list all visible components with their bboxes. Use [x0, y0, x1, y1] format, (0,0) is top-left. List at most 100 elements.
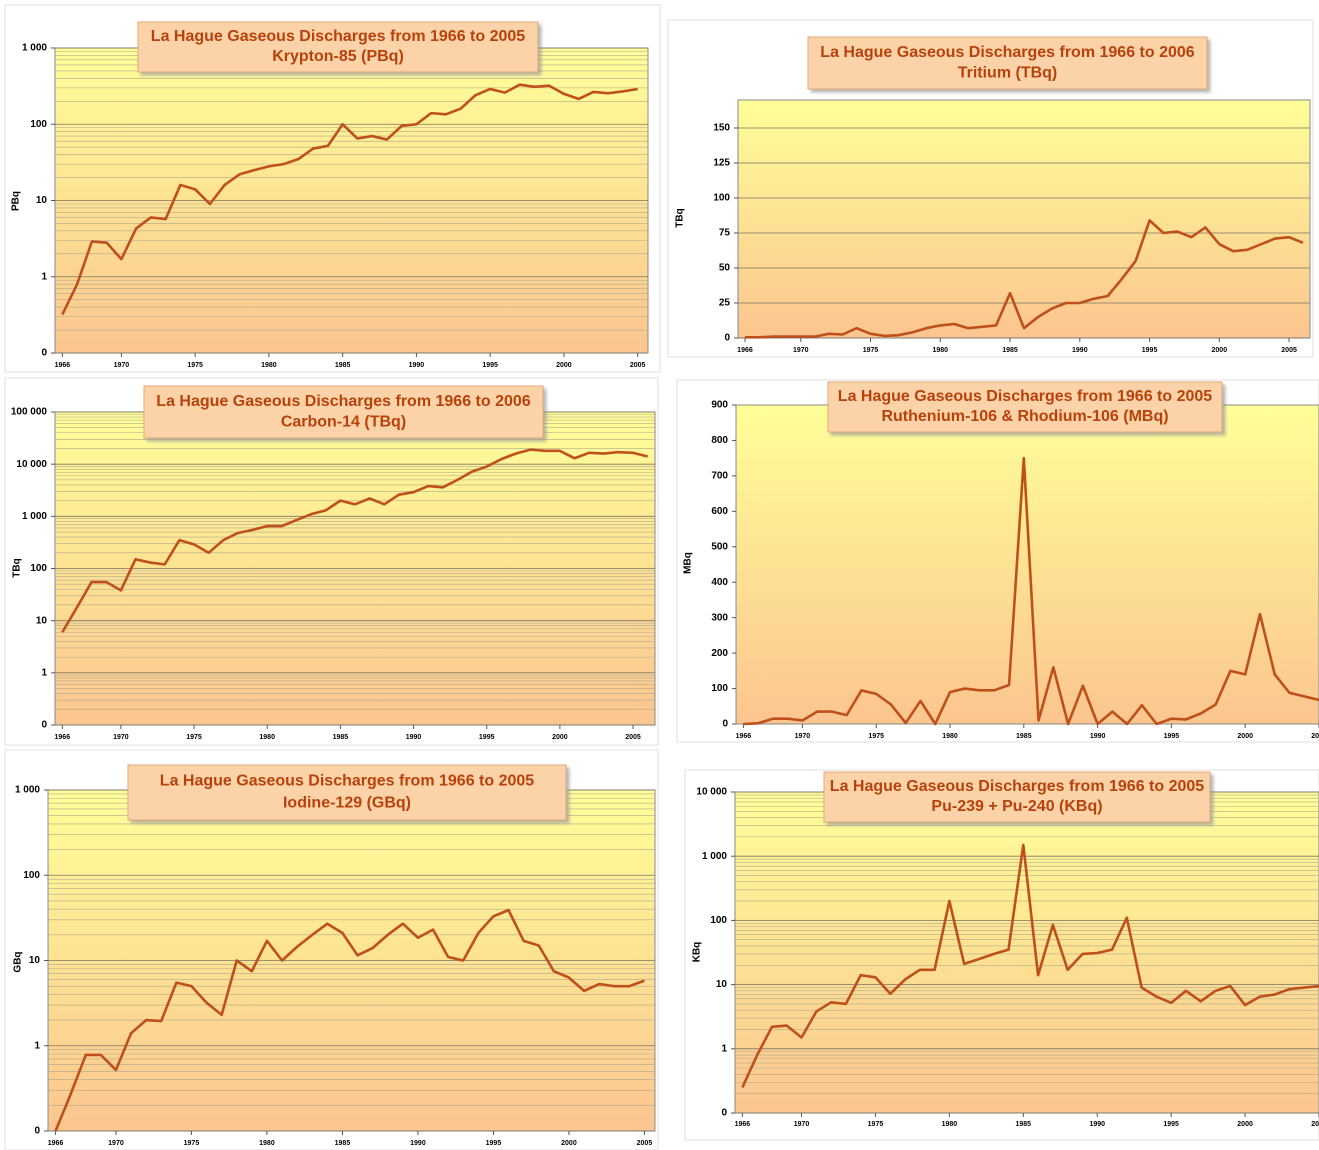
x-tick-label: 1980	[259, 1140, 275, 1147]
x-tick-label: 1975	[863, 347, 879, 354]
y-tick-label: 1 000	[702, 851, 727, 862]
y-tick-label: 1	[721, 1043, 727, 1054]
y-axis-label: KBq	[692, 942, 703, 963]
x-tick-label: 2000	[561, 1140, 577, 1147]
data-line	[54, 908, 645, 1132]
x-tick-label: 2005	[1311, 1121, 1319, 1128]
y-tick-label: 125	[713, 158, 730, 169]
x-tick-label: 1966	[55, 362, 71, 369]
y-tick-label: 1 000	[15, 785, 40, 796]
x-tick-label: 1975	[868, 1121, 884, 1128]
y-tick-label: 10	[36, 195, 48, 206]
chart-panel: 0 25 50 75 100 125 150 1966 1970 1975 1980 1985 1990…	[667, 19, 1314, 358]
x-tick-label: 1995	[479, 734, 495, 741]
y-axis-label: GBq	[13, 951, 24, 972]
chart-panel: 0 1 10 100 1 000 1966 1970 1975 1980 1985 1990 1995…	[4, 749, 659, 1150]
x-tick-label: 1980	[942, 733, 958, 740]
y-axis-label: TBq	[12, 558, 23, 577]
chart-subtitle: Ruthenium-106 & Rhodium-106 (MBq)	[881, 408, 1168, 425]
x-tick-label: 2000	[1237, 733, 1253, 740]
y-tick-label: 1 000	[22, 43, 47, 54]
x-tick-label: 1985	[335, 1140, 351, 1147]
y-tick-label: 700	[711, 471, 728, 482]
chart-title: La Hague Gaseous Discharges from 1966 to…	[830, 778, 1204, 795]
y-tick-label: 10 000	[696, 787, 727, 798]
y-tick-label: 0	[721, 1108, 727, 1119]
x-tick-label: 1980	[261, 362, 277, 369]
y-tick-label: 200	[711, 648, 728, 659]
x-tick-label: 1975	[184, 1140, 200, 1147]
y-tick-label: 900	[711, 400, 728, 411]
x-tick-label: 1990	[406, 734, 422, 741]
chart-subtitle: Tritium (TBq)	[958, 65, 1058, 82]
x-tick-label: 1985	[333, 734, 349, 741]
x-tick-label: 1970	[113, 734, 129, 741]
x-tick-label: 1966	[735, 1121, 751, 1128]
chart-title: La Hague Gaseous Discharges from 1966 to…	[820, 44, 1194, 61]
y-tick-label: 100	[30, 563, 47, 574]
y-tick-label: 0	[41, 348, 47, 359]
x-tick-label: 2005	[637, 1140, 653, 1147]
x-tick-label: 1995	[486, 1140, 502, 1147]
chart-title: La Hague Gaseous Discharges from 1966 to…	[160, 773, 534, 790]
x-tick-label: 1990	[1090, 733, 1106, 740]
x-tick-label: 1995	[1164, 733, 1180, 740]
x-tick-label: 2000	[552, 734, 568, 741]
x-tick-label: 1966	[736, 733, 752, 740]
x-tick-label: 1975	[187, 362, 203, 369]
x-tick-label: 2005	[1311, 733, 1319, 740]
chart-title: La Hague Gaseous Discharges from 1966 to…	[838, 388, 1212, 405]
x-tick-label: 1970	[108, 1140, 124, 1147]
x-tick-label: 1966	[55, 734, 71, 741]
y-tick-label: 800	[711, 435, 728, 446]
y-axis-label: TBq	[675, 208, 686, 227]
x-tick-label: 1966	[48, 1140, 64, 1147]
x-tick-label: 2005	[630, 362, 646, 369]
y-tick-label: 10	[29, 955, 41, 966]
chart-panel: 0 100 200 300 400 500 600 700 800 900 1966 1970 1975…	[676, 379, 1319, 743]
y-tick-label: 100	[713, 193, 730, 204]
y-tick-label: 0	[34, 1126, 40, 1137]
y-tick-label: 100	[23, 870, 40, 881]
y-tick-label: 150	[713, 123, 730, 134]
y-tick-label: 0	[41, 720, 47, 731]
title-box	[823, 771, 1211, 823]
plot-area	[735, 404, 1319, 725]
chart-subtitle: Krypton-85 (PBq)	[272, 48, 404, 65]
y-tick-label: 50	[719, 263, 731, 274]
x-tick-label: 1990	[1072, 347, 1088, 354]
title-box	[827, 381, 1223, 433]
x-tick-label: 1980	[933, 347, 949, 354]
x-tick-label: 1985	[335, 362, 351, 369]
chart-title: La Hague Gaseous Discharges from 1966 to…	[156, 393, 530, 410]
y-tick-label: 400	[711, 577, 728, 588]
data-line	[61, 83, 638, 316]
y-tick-label: 10	[36, 615, 48, 626]
data-line	[61, 448, 649, 633]
chart-subtitle: Carbon-14 (TBq)	[281, 414, 406, 431]
x-tick-label: 1970	[114, 362, 130, 369]
y-tick-label: 100	[30, 119, 47, 130]
x-tick-label: 1990	[409, 362, 425, 369]
x-tick-label: 2000	[1212, 347, 1228, 354]
x-tick-label: 1985	[1002, 347, 1018, 354]
chart-subtitle: Pu-239 + Pu-240 (KBq)	[931, 798, 1102, 815]
x-tick-label: 1985	[1016, 1121, 1032, 1128]
x-tick-label: 2005	[625, 734, 641, 741]
x-tick-label: 1995	[482, 362, 498, 369]
title-box	[127, 764, 567, 821]
y-tick-label: 100 000	[11, 407, 48, 418]
x-tick-label: 1990	[1089, 1121, 1105, 1128]
y-tick-label: 10 000	[16, 459, 47, 470]
chart-title: La Hague Gaseous Discharges from 1966 to…	[151, 28, 525, 45]
x-tick-label: 1980	[942, 1121, 958, 1128]
y-tick-label: 75	[719, 228, 731, 239]
y-tick-label: 100	[711, 683, 728, 694]
chart-panel: 0 1 10 100 1 000 10 000 1966 1970 1975 1980 1985 19…	[684, 769, 1319, 1141]
y-axis-label: PBq	[11, 191, 22, 211]
title-box	[137, 21, 539, 73]
plot-area	[734, 791, 1319, 1114]
y-axis-label: MBq	[683, 552, 694, 574]
y-tick-label: 600	[711, 506, 728, 517]
